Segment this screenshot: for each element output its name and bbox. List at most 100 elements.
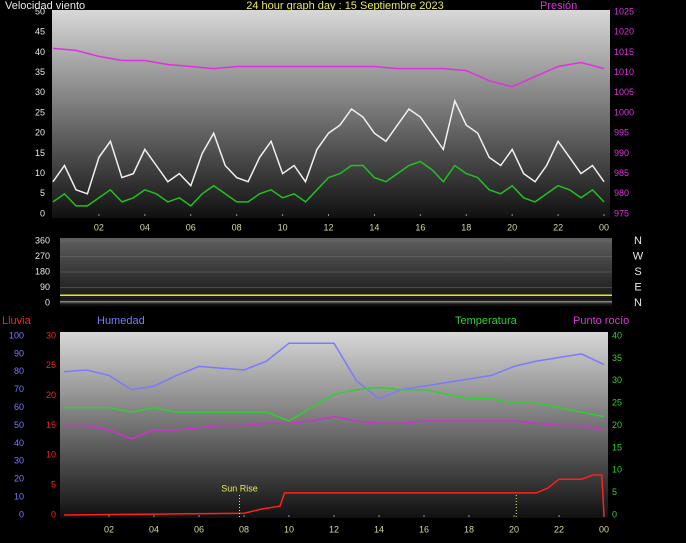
series-line (64, 415, 605, 440)
series-line (52, 47, 605, 88)
y-tick-label: 270 (35, 251, 50, 261)
legend-label: Lluvia (2, 315, 32, 327)
y-tick-label: 100 (9, 330, 24, 340)
y-tick-label: 25 (46, 360, 56, 370)
series-line (64, 386, 605, 422)
plot-area (60, 332, 608, 518)
y-tick-label: 80 (14, 366, 24, 376)
y-tick-label: 90 (40, 282, 50, 292)
x-tick-label: 02 (104, 524, 114, 534)
y-tick-label: 0 (612, 509, 617, 519)
direction-label: N (634, 297, 642, 309)
x-tick-label: 00 (599, 524, 609, 534)
y-tick-label: 45 (35, 27, 45, 37)
y-tick-label: 5 (40, 188, 45, 198)
x-tick-label: 14 (374, 524, 384, 534)
direction-label: S (634, 266, 641, 278)
y-tick-label: 35 (612, 353, 622, 363)
x-tick-label: 04 (140, 222, 150, 232)
y-tick-label: 50 (35, 6, 45, 16)
y-tick-label: 5 (51, 480, 56, 490)
y-tick-label: 10 (46, 450, 56, 460)
y-tick-label: 30 (35, 87, 45, 97)
y-tick-label: 0 (51, 509, 56, 519)
x-tick-label: 20 (509, 524, 519, 534)
x-tick-label: 20 (507, 222, 517, 232)
chart-title: 24 hour graph day : 15 Septiembre 2023 (246, 0, 444, 12)
legend-label: Temperatura (455, 315, 518, 327)
y-tick-label: 20 (14, 474, 24, 484)
y-tick-label: 975 (614, 208, 629, 218)
x-tick-label: 06 (186, 222, 196, 232)
y-tick-label: 15 (612, 442, 622, 452)
y-tick-label: 15 (46, 420, 56, 430)
direction-label: E (634, 281, 641, 293)
x-tick-label: 12 (323, 222, 333, 232)
y-tick-label: 1015 (614, 47, 634, 57)
plot-area (52, 10, 610, 218)
y-tick-label: 180 (35, 266, 50, 276)
series-line (63, 474, 605, 516)
y-tick-label: 30 (14, 456, 24, 466)
y-tick-label: 20 (35, 128, 45, 138)
y-tick-label: 0 (40, 208, 45, 218)
y-tick-label: 10 (35, 168, 45, 178)
series-line (52, 98, 605, 195)
y-tick-label: 985 (614, 168, 629, 178)
x-tick-label: 18 (461, 222, 471, 232)
y-tick-label: 40 (35, 47, 45, 57)
series-line (63, 342, 605, 400)
x-tick-label: 14 (369, 222, 379, 232)
y-tick-label: 1025 (614, 6, 634, 16)
y-tick-label: 10 (14, 491, 24, 501)
annotation-label: Sun Rise (221, 483, 258, 493)
y-tick-label: 70 (14, 384, 24, 394)
x-tick-label: 12 (329, 524, 339, 534)
y-tick-label: 995 (614, 128, 629, 138)
y-tick-label: 20 (612, 420, 622, 430)
x-tick-label: 08 (232, 222, 242, 232)
x-tick-label: 02 (94, 222, 104, 232)
series-line (52, 160, 605, 207)
y-tick-label: 980 (614, 188, 629, 198)
y-tick-label: 10 (612, 465, 622, 475)
y-tick-label: 0 (45, 297, 50, 307)
x-tick-label: 04 (149, 524, 159, 534)
x-tick-label: 10 (278, 222, 288, 232)
x-tick-label: 08 (239, 524, 249, 534)
legend-label: Punto rocío (573, 315, 629, 327)
x-tick-label: 22 (553, 222, 563, 232)
legend-label: Humedad (97, 315, 145, 327)
y-tick-label: 25 (35, 107, 45, 117)
x-tick-label: 06 (194, 524, 204, 534)
y-tick-label: 1020 (614, 27, 634, 37)
y-tick-label: 60 (14, 402, 24, 412)
x-tick-label: 10 (284, 524, 294, 534)
y-tick-label: 1005 (614, 87, 634, 97)
y-tick-label: 15 (35, 148, 45, 158)
y-tick-label: 990 (614, 148, 629, 158)
direction-label: N (634, 235, 642, 247)
x-tick-label: 16 (419, 524, 429, 534)
y-tick-label: 35 (35, 67, 45, 77)
y-tick-label: 90 (14, 348, 24, 358)
y-tick-label: 1000 (614, 107, 634, 117)
y-tick-label: 20 (46, 390, 56, 400)
x-tick-label: 22 (554, 524, 564, 534)
x-tick-label: 16 (415, 222, 425, 232)
direction-label: W (633, 250, 644, 262)
y-tick-label: 1010 (614, 67, 634, 77)
axis-title: Presión (540, 0, 577, 12)
y-tick-label: 360 (35, 235, 50, 245)
y-tick-label: 40 (612, 330, 622, 340)
x-tick-label: 00 (599, 222, 609, 232)
y-tick-label: 40 (14, 438, 24, 448)
y-tick-label: 5 (612, 487, 617, 497)
axis-title: Velocidad viento (5, 0, 85, 12)
y-tick-label: 0 (19, 509, 24, 519)
x-tick-label: 18 (464, 524, 474, 534)
y-tick-label: 30 (612, 375, 622, 385)
y-tick-label: 25 (612, 398, 622, 408)
y-tick-label: 30 (46, 330, 56, 340)
